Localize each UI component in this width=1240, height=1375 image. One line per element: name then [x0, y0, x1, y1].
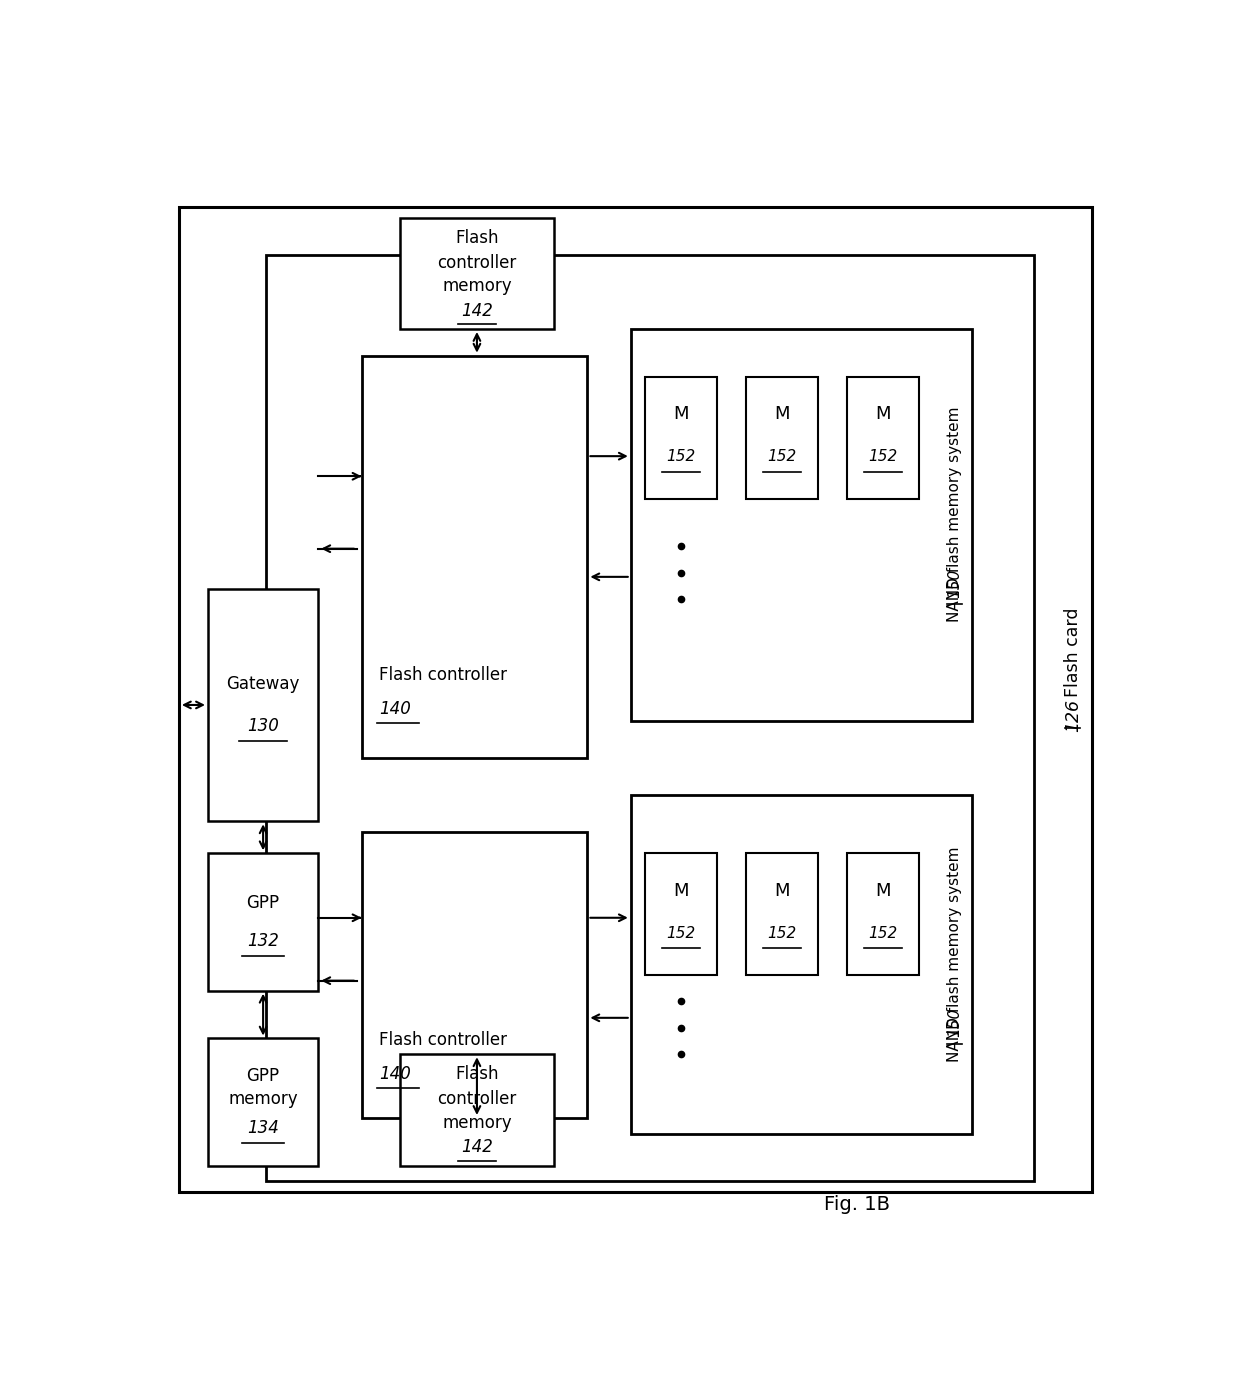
Bar [645, 377, 717, 499]
Text: M: M [875, 406, 890, 424]
Text: memory: memory [228, 1090, 298, 1108]
Text: 130: 130 [247, 718, 279, 736]
Text: M: M [673, 881, 689, 899]
Text: 152: 152 [768, 450, 796, 465]
Bar [401, 1055, 554, 1166]
Bar [208, 852, 319, 991]
Bar [746, 852, 818, 975]
Text: 150: 150 [947, 1008, 962, 1037]
Text: 142: 142 [461, 301, 492, 319]
Text: M: M [673, 406, 689, 424]
Text: 140: 140 [379, 1064, 410, 1084]
Text: M: M [875, 881, 890, 899]
Text: M: M [774, 406, 790, 424]
Text: NAND flash memory system: NAND flash memory system [947, 846, 962, 1062]
Text: 152: 152 [667, 450, 696, 465]
Bar [847, 377, 919, 499]
Bar [645, 852, 717, 975]
Text: GPP: GPP [247, 894, 280, 912]
Text: Flash controller: Flash controller [379, 1031, 507, 1049]
Text: 134: 134 [247, 1119, 279, 1137]
Bar [631, 329, 972, 720]
Text: memory: memory [443, 278, 512, 296]
Text: Fig. 1B: Fig. 1B [823, 1195, 889, 1214]
Text: Gateway: Gateway [227, 675, 300, 693]
Bar [208, 588, 319, 821]
Text: 150: 150 [947, 569, 962, 598]
Text: 126: 126 [1064, 698, 1081, 732]
Text: controller: controller [438, 254, 517, 272]
Bar [265, 254, 1034, 1181]
Text: 152: 152 [768, 925, 796, 941]
Text: memory: memory [443, 1114, 512, 1132]
Text: controller: controller [438, 1090, 517, 1108]
Text: Flash: Flash [455, 1064, 498, 1084]
Text: Flash: Flash [455, 228, 498, 246]
Bar [401, 219, 554, 329]
Bar [847, 852, 919, 975]
Text: Flash card: Flash card [1064, 608, 1081, 697]
Bar [208, 1038, 319, 1166]
Text: 152: 152 [868, 450, 898, 465]
Text: Flash controller: Flash controller [379, 666, 507, 683]
Text: 132: 132 [247, 932, 279, 950]
Text: 152: 152 [667, 925, 696, 941]
Text: 142: 142 [461, 1138, 492, 1156]
Bar [362, 356, 588, 758]
Bar [746, 377, 818, 499]
Bar [631, 795, 972, 1134]
Text: 140: 140 [379, 700, 410, 718]
Bar [362, 832, 588, 1118]
Text: M: M [774, 881, 790, 899]
Text: 152: 152 [868, 925, 898, 941]
Text: GPP: GPP [247, 1067, 280, 1085]
Text: NAND flash memory system: NAND flash memory system [947, 407, 962, 622]
